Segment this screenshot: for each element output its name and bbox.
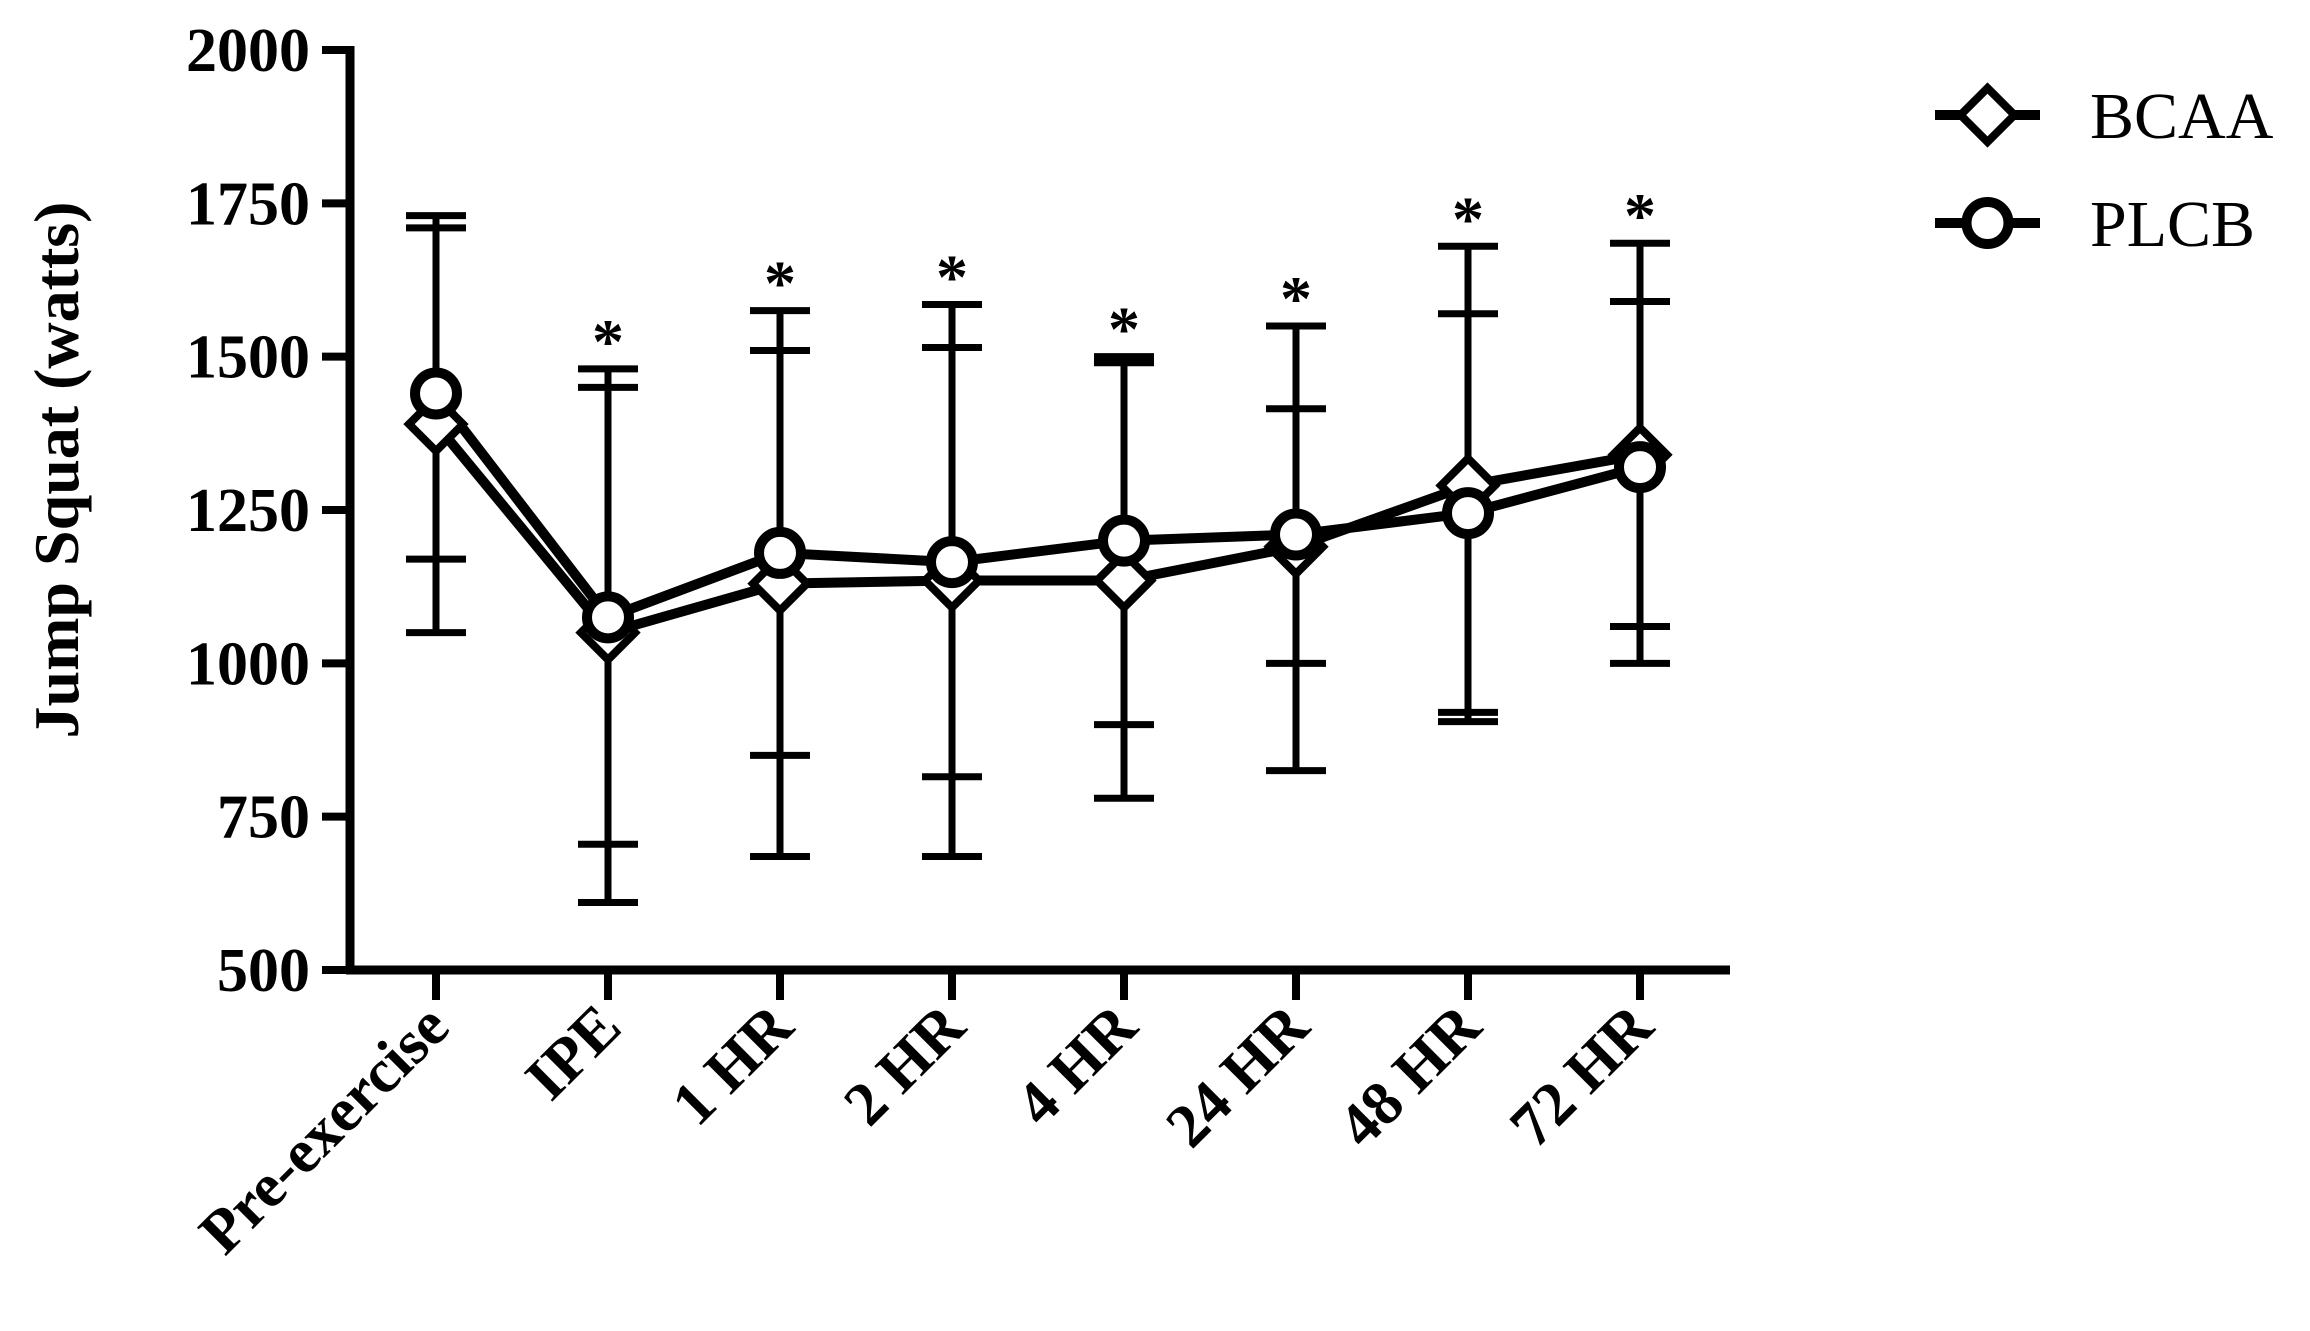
plcb-line <box>432 390 1642 623</box>
y-tick-label: 2000 <box>186 17 310 85</box>
significance-star: * <box>1452 183 1484 254</box>
y-tick-label: 500 <box>217 937 310 1005</box>
axes: 500 750 1000 1250 1500 1750 2000 Pre-exercise IP… <box>186 17 1730 1267</box>
legend-plcb-label: PLCB <box>2090 188 2255 261</box>
y-tick-label: 1500 <box>186 324 310 392</box>
plcb-point <box>410 367 462 420</box>
y-tick-label: 1750 <box>186 170 310 238</box>
significance-marks: * * * * * * * <box>592 180 1656 377</box>
series-markers <box>403 367 1673 666</box>
legend-bcaa-marker <box>1954 82 2021 148</box>
x-tick-label: 48 HR <box>1325 991 1495 1161</box>
y-tick-label: 1250 <box>186 477 310 545</box>
plcb-point <box>1442 487 1494 540</box>
x-tick-label: 4 HR <box>1003 991 1151 1139</box>
plcb-point <box>1098 514 1150 567</box>
significance-star: * <box>592 306 624 377</box>
significance-star: * <box>764 248 796 319</box>
y-tick-label: 750 <box>217 784 310 852</box>
x-tick-label: 24 HR <box>1153 991 1323 1161</box>
legend: BCAA PLCB <box>1935 80 2274 261</box>
plcb-point <box>926 536 978 589</box>
y-tick-label: 1000 <box>186 630 310 698</box>
x-tick-label: 2 HR <box>831 991 979 1139</box>
y-axis-title: Jump Squat (watts) <box>21 202 92 739</box>
bcaa-point <box>1091 547 1157 614</box>
legend-bcaa-label: BCAA <box>2090 80 2274 153</box>
x-tick-label: IPE <box>513 992 634 1113</box>
plcb-point <box>1614 441 1666 494</box>
plcb-point <box>754 526 806 579</box>
significance-star: * <box>1280 263 1312 334</box>
x-tick-label: 1 HR <box>659 991 807 1139</box>
significance-star: * <box>1624 180 1656 251</box>
x-tick-label: Pre-exercise <box>187 992 462 1267</box>
plcb-point <box>1270 508 1322 561</box>
bcaa-line <box>432 420 1641 638</box>
plcb-point <box>582 591 634 644</box>
series-lines <box>432 390 1642 638</box>
legend-plcb-marker <box>1961 197 2014 249</box>
x-tick-label: 72 HR <box>1497 991 1667 1161</box>
significance-star: * <box>936 242 968 313</box>
significance-star: * <box>1108 294 1140 365</box>
